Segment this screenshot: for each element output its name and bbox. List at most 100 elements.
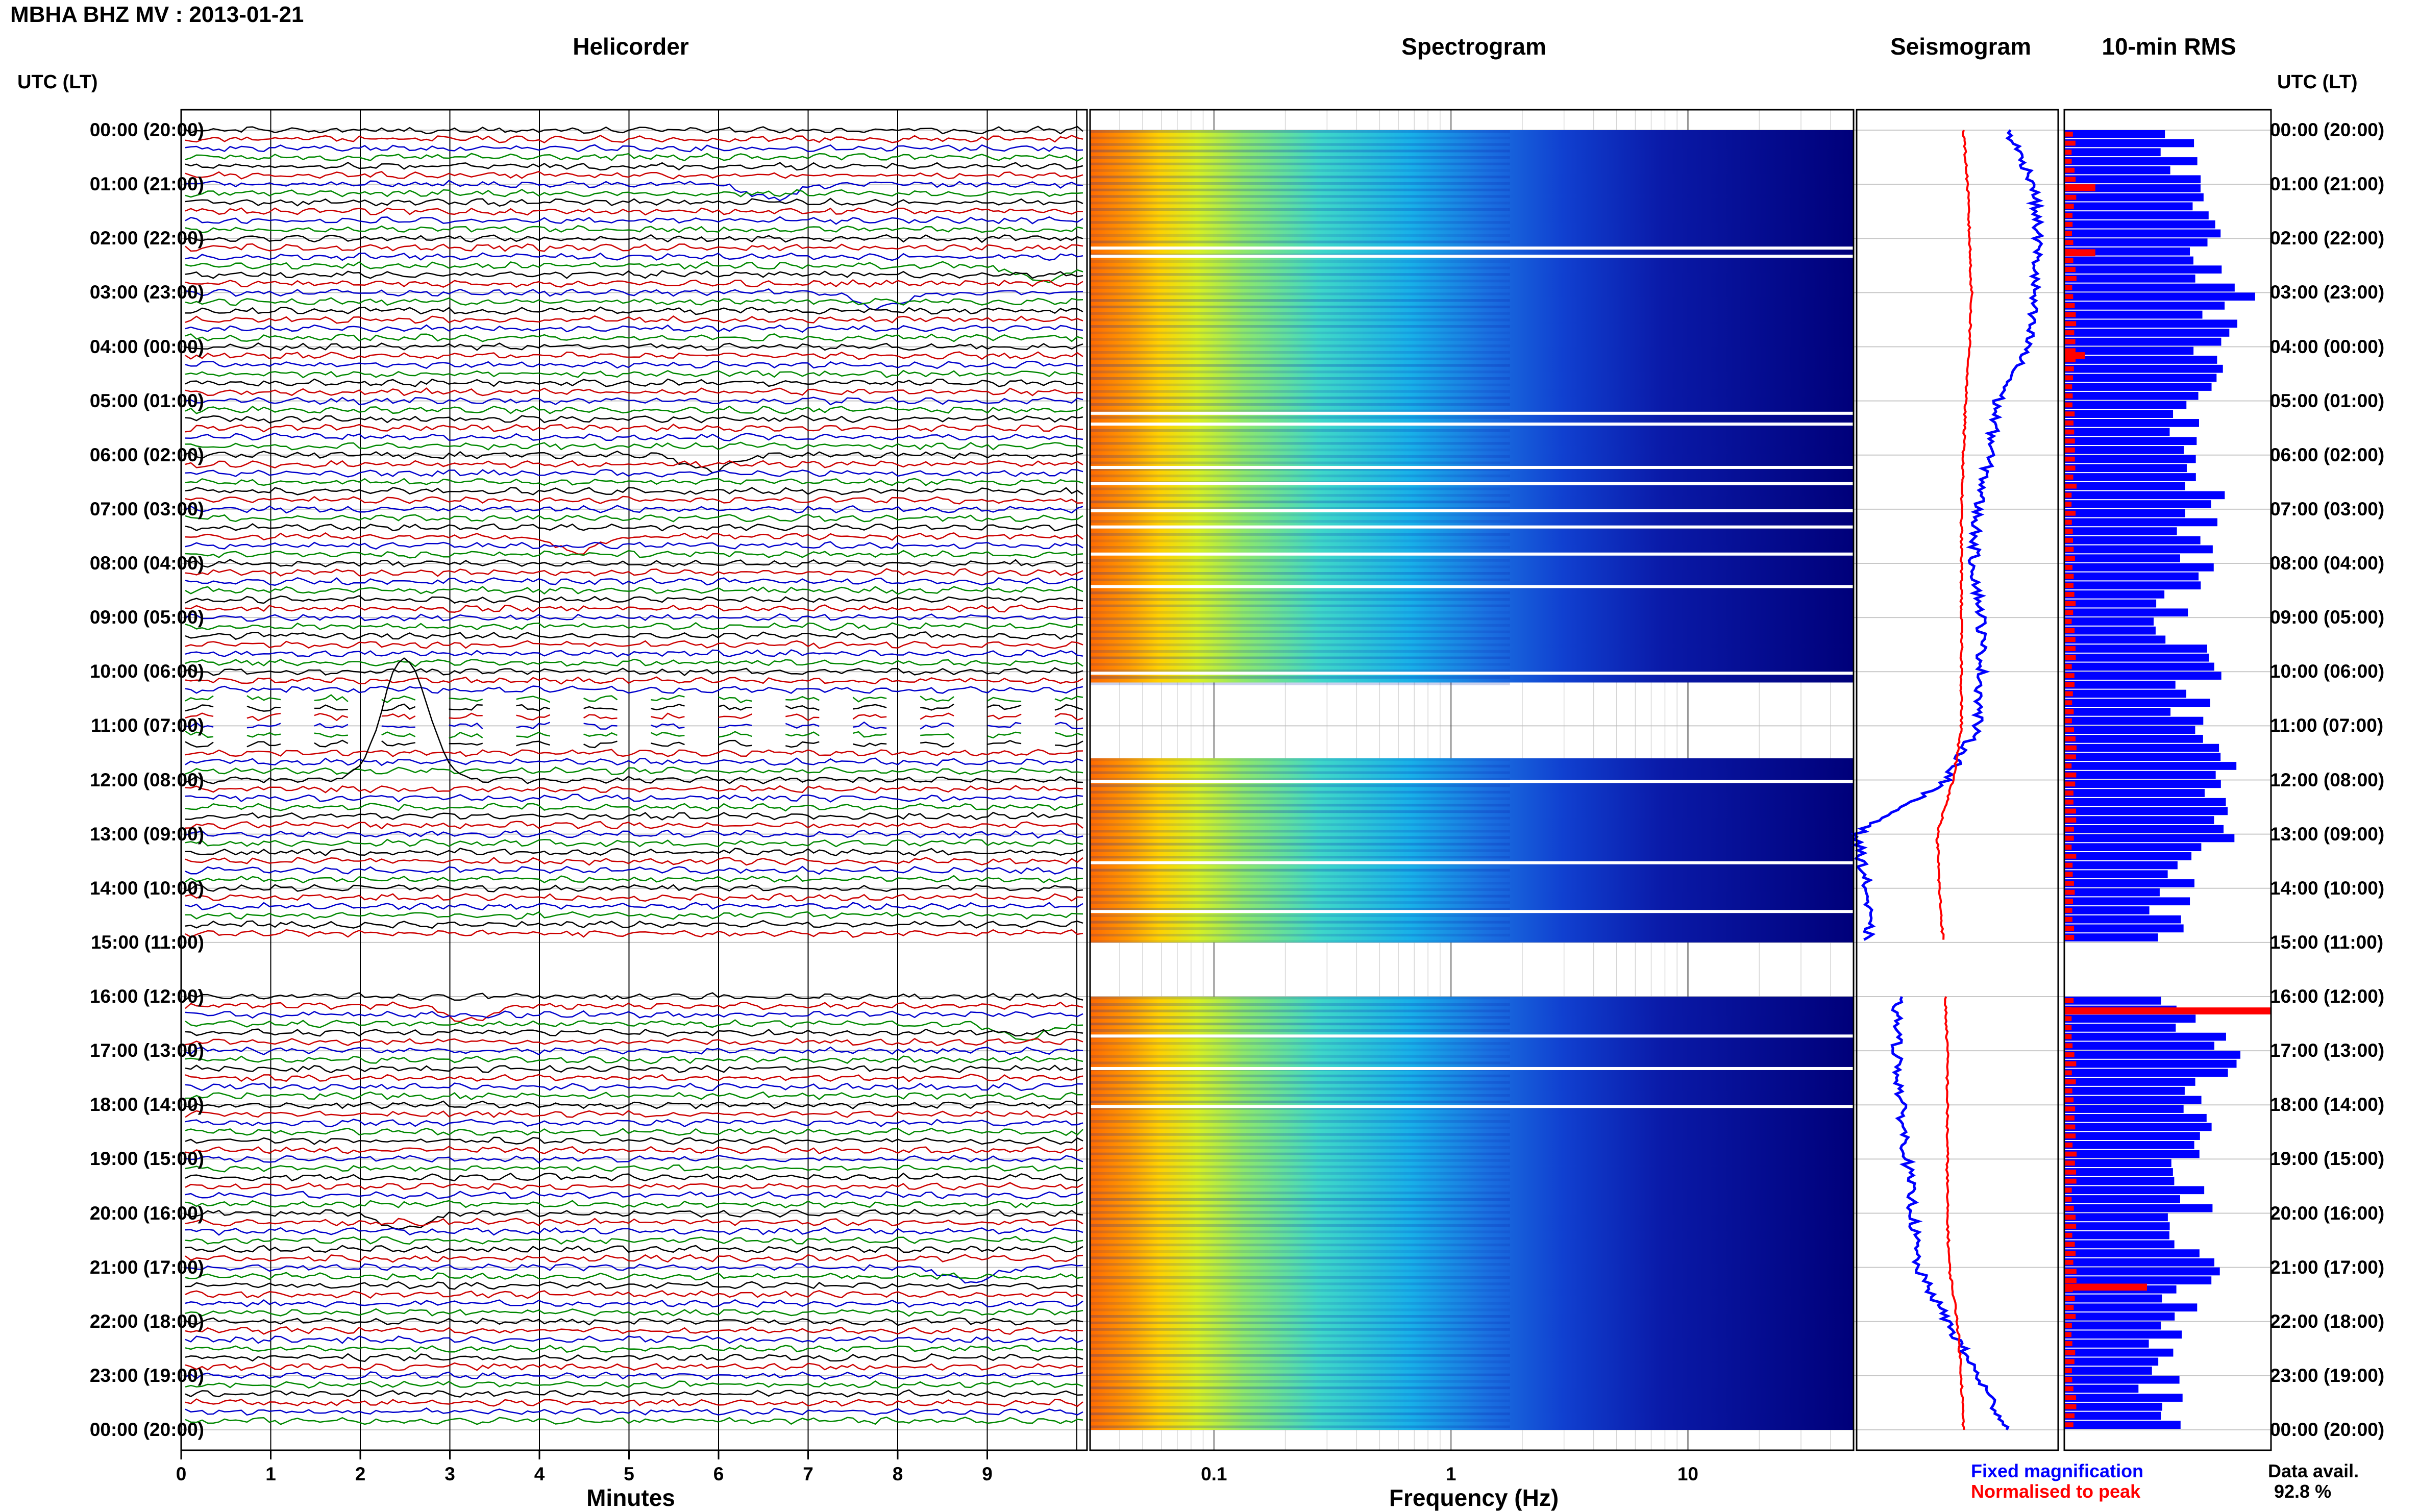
rms-normalised-bar	[2064, 429, 2075, 435]
helicorder-trace	[185, 1055, 1083, 1064]
helicorder-trace	[185, 1028, 1083, 1037]
helicorder-trace	[185, 1200, 1083, 1209]
rms-bar	[2064, 1032, 2226, 1041]
rms-normalised-bar	[2064, 221, 2073, 227]
rms-bar	[2064, 356, 2217, 364]
spectrogram-texture	[1090, 940, 1510, 943]
rms-bar	[2064, 166, 2170, 175]
helicorder-trace	[185, 811, 1083, 821]
helicorder-trace	[185, 1001, 1083, 1023]
rms-bar	[2064, 401, 2187, 409]
helicorder-trace	[185, 261, 1083, 284]
spectrogram-texture	[1090, 1120, 1510, 1123]
rms-normalised-bar	[2064, 1422, 2074, 1427]
time-label-right: 04:00 (00:00)	[2270, 336, 2385, 357]
helicorder-trace	[185, 197, 1083, 207]
rms-bar	[2064, 428, 2170, 436]
helicorder-trace	[185, 803, 1083, 812]
time-label-left: 07:00 (03:00)	[89, 498, 204, 519]
spectrogram-texture	[1090, 643, 1510, 647]
spectrogram-texture	[1090, 1256, 1510, 1259]
helicorder-trace	[185, 613, 1083, 622]
time-label-left: 09:00 (05:00)	[89, 607, 204, 628]
spectrogram-texture	[1090, 856, 1510, 859]
time-label-right: 15:00 (11:00)	[2270, 931, 2384, 953]
rms-bar	[2064, 662, 2214, 671]
spectrogram-dropout	[1090, 780, 1854, 783]
helicorder-trace	[185, 1019, 1083, 1041]
spectrogram-dropout	[1090, 1034, 1854, 1038]
spectrogram-texture	[1090, 1289, 1510, 1292]
helicorder-trace	[185, 1245, 1083, 1254]
minute-tick-label: 6	[713, 1464, 724, 1484]
rms-bar	[2064, 924, 2184, 933]
spectrogram-texture	[1090, 273, 1510, 276]
helicorder-trace	[185, 1326, 1083, 1335]
rms-normalised-bar	[2064, 348, 2076, 354]
rms-bar	[2064, 825, 2224, 833]
rms-normalised-bar	[2064, 1305, 2074, 1310]
rms-normalised-bar	[2064, 321, 2077, 327]
rms-bar	[2064, 997, 2161, 1005]
spectrogram-texture	[1090, 784, 1510, 787]
spectrogram-texture	[1090, 338, 1510, 341]
rms-bar	[2064, 410, 2174, 418]
time-label-left: 16:00 (12:00)	[89, 986, 204, 1007]
rms-bar	[2064, 689, 2187, 698]
rms-bar	[2064, 762, 2237, 770]
helicorder-trace	[185, 785, 1083, 794]
time-label-left: 06:00 (02:00)	[89, 444, 204, 465]
helicorder-trace	[185, 1091, 1083, 1101]
rms-normalised-bar	[2064, 790, 2074, 796]
time-label-right: 00:00 (20:00)	[2270, 1419, 2385, 1440]
helicorder-trace	[185, 1046, 1083, 1055]
spectrogram-texture	[1090, 1367, 1510, 1370]
rms-normalised-bar	[2064, 132, 2073, 137]
helicorder-trace	[185, 451, 1083, 474]
spectrogram-texture	[1090, 546, 1510, 549]
helicorder-trace	[185, 550, 1083, 559]
spectrogram-texture	[1090, 797, 1510, 800]
helicorder-trace	[185, 216, 1083, 225]
helicorder-trace	[185, 424, 1083, 433]
spectrogram-texture	[1090, 266, 1510, 269]
rms-normalised-bar	[2064, 1251, 2076, 1256]
rms-bar	[2064, 1051, 2241, 1059]
rms-bar	[2064, 1042, 2214, 1050]
rms-normalised-bar	[2064, 231, 2072, 236]
rms-normalised-bar	[2064, 881, 2074, 886]
rms-bar	[2064, 870, 2168, 879]
spectrogram-dropout	[1090, 1067, 1854, 1070]
time-label-left: 21:00 (17:00)	[89, 1256, 204, 1278]
rms-bar	[2064, 473, 2196, 481]
rms-normalised-bar	[2064, 709, 2074, 714]
spectrogram-texture	[1090, 1003, 1510, 1006]
rms-bar	[2064, 1024, 2176, 1032]
spectrogram-dropout	[1090, 482, 1854, 485]
spectrogram-texture	[1090, 364, 1510, 367]
rms-normalised-bar	[2064, 1133, 2076, 1138]
spectrogram-texture	[1090, 790, 1510, 794]
seismogram-title: Seismogram	[1890, 33, 2032, 60]
rms-normalised-bar	[2064, 1178, 2077, 1184]
spectrogram-texture	[1090, 1178, 1510, 1181]
rms-bar	[2064, 302, 2225, 310]
helicorder-trace	[185, 920, 1083, 929]
helicorder-trace	[185, 351, 1083, 360]
rms-title: 10-min RMS	[2102, 33, 2236, 60]
rms-normalised-bar	[2064, 1332, 2072, 1337]
spectrogram-texture	[1090, 1087, 1510, 1090]
rms-bar	[2064, 563, 2214, 572]
rms-bar	[2064, 175, 2201, 184]
helicorder-trace	[185, 1037, 1083, 1047]
time-label-right: 10:00 (06:00)	[2270, 661, 2385, 682]
time-label-left: 00:00 (20:00)	[89, 119, 204, 140]
helicorder-trace	[185, 207, 1083, 216]
spectrogram-texture	[1090, 1217, 1510, 1221]
rms-bar	[2064, 346, 2194, 355]
rms-bar	[2064, 1330, 2182, 1339]
spectrogram-texture	[1090, 663, 1510, 666]
spectrogram-texture	[1090, 494, 1510, 497]
rms-bar	[2064, 834, 2235, 842]
spectrogram-texture	[1090, 214, 1510, 217]
